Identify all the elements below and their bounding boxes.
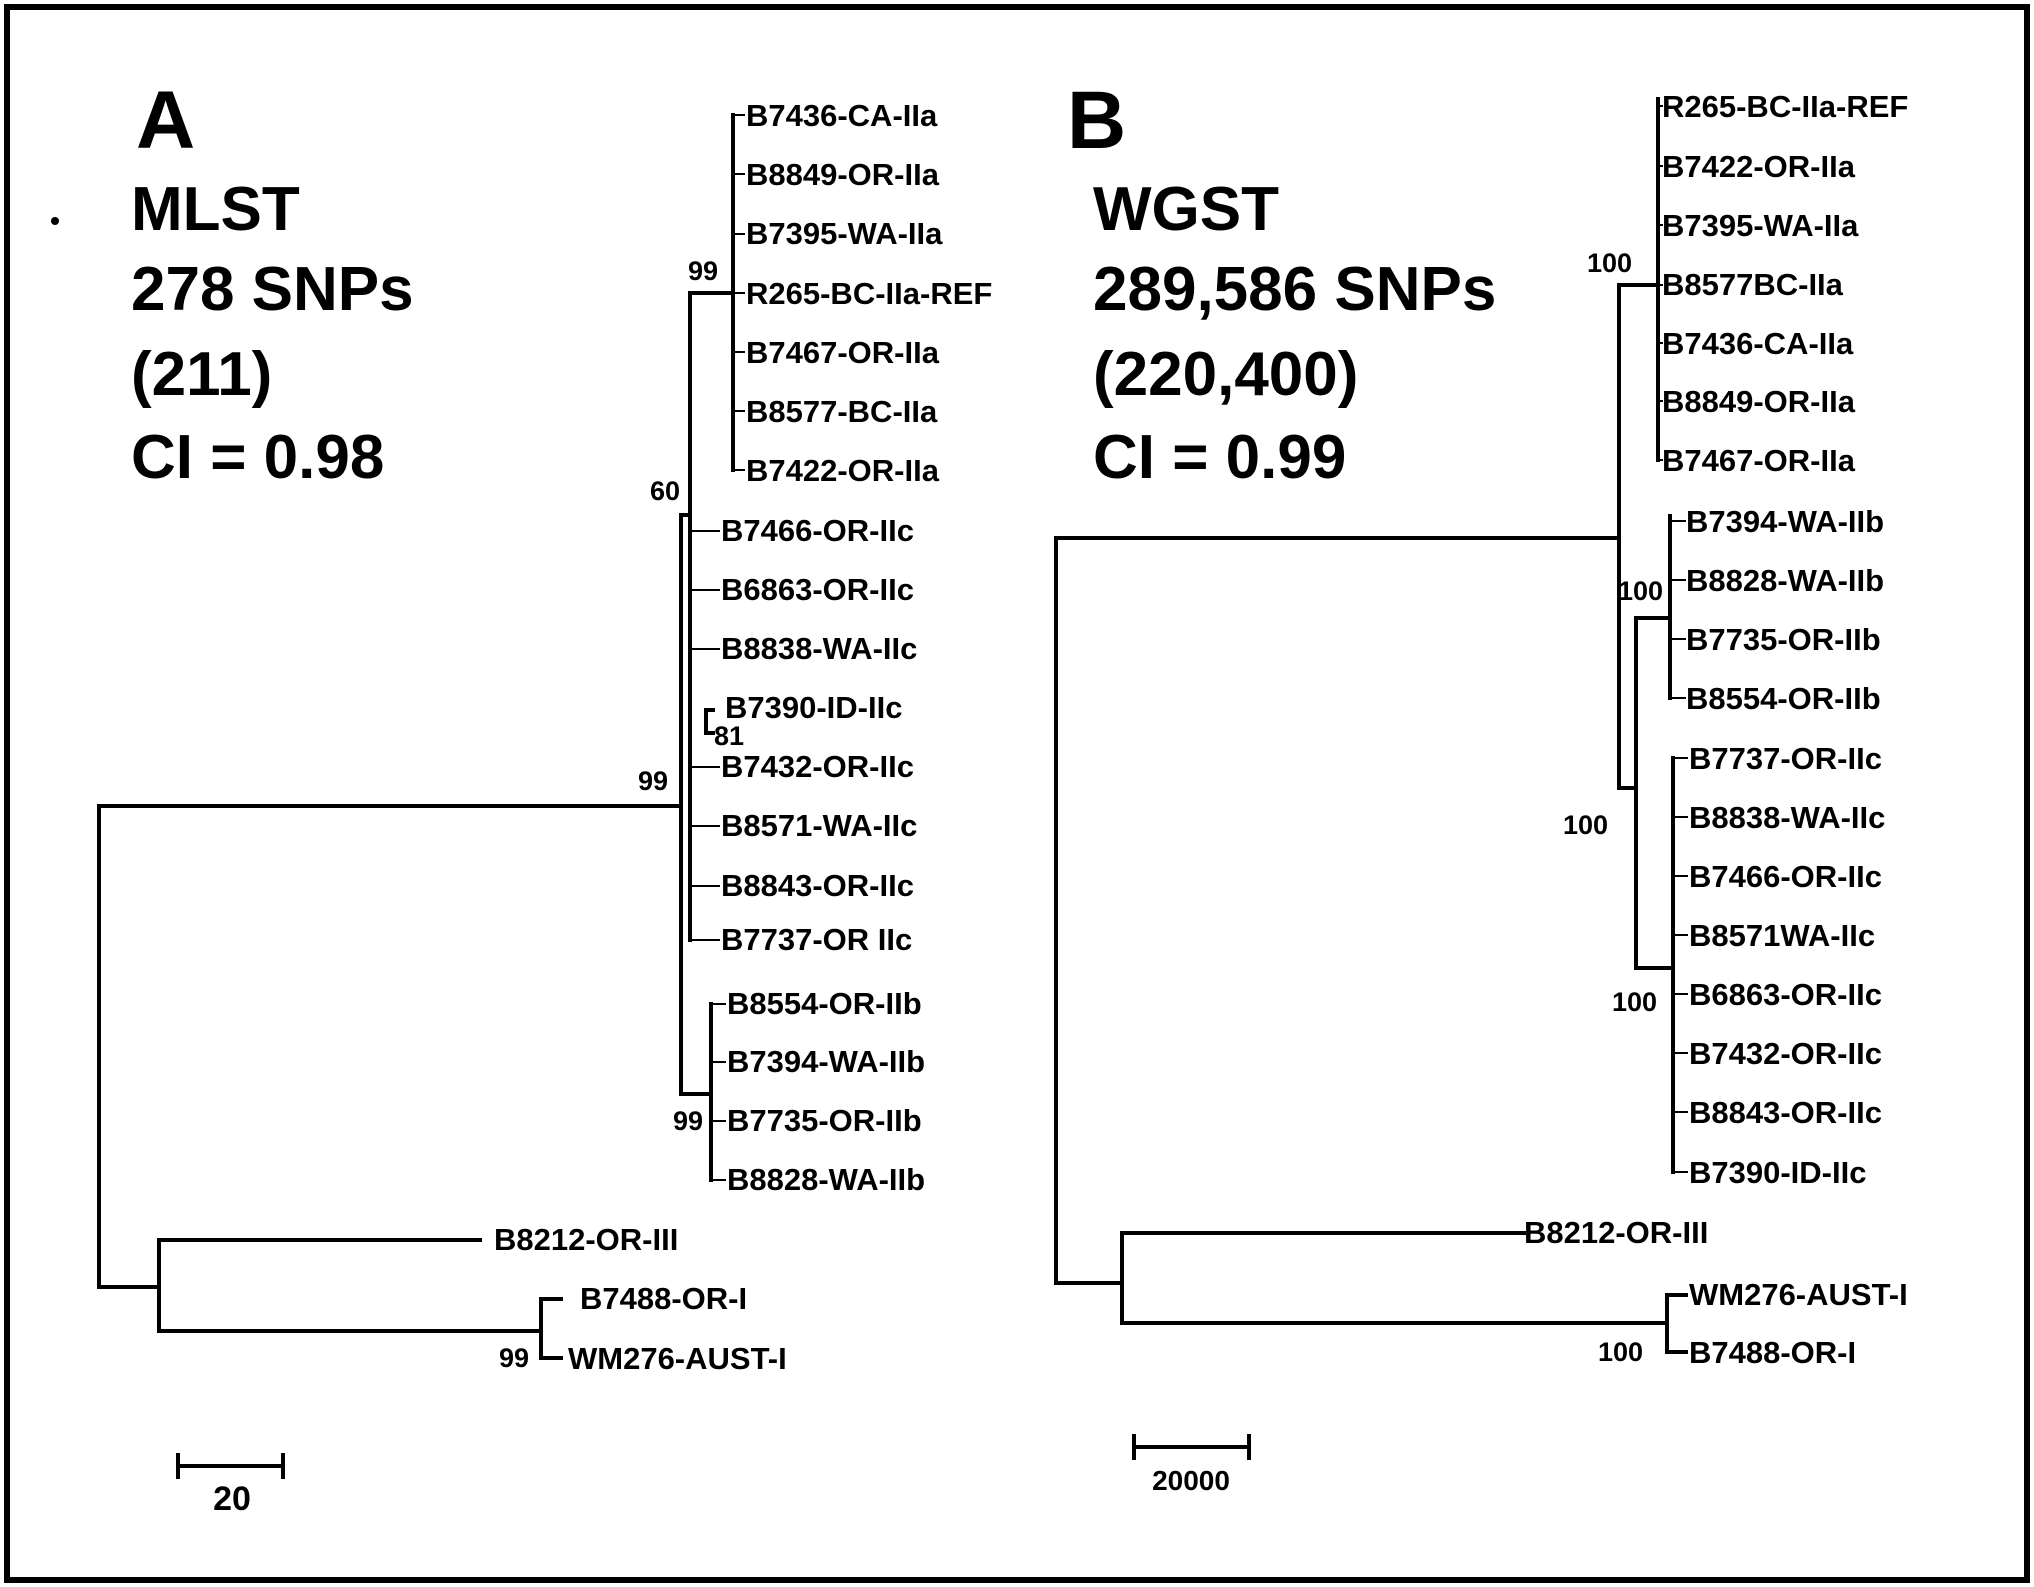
panel-b: B WGST 289,586 SNPs (220,400) CI = 0.99: [1054, 75, 1908, 1496]
leaf-label: B8828-WA-IIb: [727, 1162, 925, 1197]
leaf-label: B8571-WA-IIc: [721, 808, 917, 843]
leaf-label: B7432-OR-IIc: [1689, 1036, 1882, 1071]
scale-bar-label: 20000: [1152, 1465, 1230, 1496]
leaf-label: B8554-OR-IIb: [1686, 681, 1881, 716]
leaf-label: B7395-WA-IIa: [1662, 208, 1859, 243]
panel-a-snps: 278 SNPs: [131, 255, 414, 324]
panel-a-consistency-index: CI = 0.98: [131, 423, 384, 492]
leaf-label: B6863-OR-IIc: [721, 572, 914, 607]
bootstrap-values-b: 100 100 100 100 100: [1563, 248, 1663, 1367]
leaf-label: WM276-AUST-I: [1689, 1277, 1908, 1312]
bootstrap-values-a: 99 60 81 99 99 99: [499, 256, 744, 1373]
bootstrap-value: 100: [1587, 248, 1632, 278]
leaf-label: B7737-OR-IIc: [1689, 741, 1882, 776]
leaf-label: B7488-OR-I: [1689, 1335, 1856, 1370]
leaf-stubs-b: [1657, 105, 1688, 1173]
bootstrap-value: 81: [714, 721, 744, 751]
leaf-label: B7735-OR-IIb: [1686, 622, 1881, 657]
leaf-label: B7432-OR-IIc: [721, 749, 914, 784]
leaf-label: B6863-OR-IIc: [1689, 977, 1882, 1012]
bootstrap-value: 100: [1598, 1337, 1643, 1367]
leaf-label: B7390-ID-IIc: [725, 690, 902, 725]
leaf-label: B8838-WA-IIc: [721, 631, 917, 666]
scale-bar-label: 20: [213, 1480, 251, 1518]
leaf-label: B7394-WA-IIb: [1686, 504, 1884, 539]
leaf-label: B7467-OR-IIa: [746, 335, 940, 370]
leaf-label: B7436-CA-IIa: [746, 98, 938, 133]
leaf-labels-a: B7436-CA-IIa B8849-OR-IIa B7395-WA-IIa R…: [494, 98, 992, 1376]
leaf-label: B8838-WA-IIc: [1689, 800, 1885, 835]
bootstrap-value: 99: [688, 256, 718, 286]
leaf-label: B7488-OR-I: [580, 1281, 747, 1316]
leaf-label: B8843-OR-IIc: [721, 868, 914, 903]
leaf-label: B7395-WA-IIa: [746, 216, 943, 251]
figure-border: [4, 4, 2030, 1583]
leaf-label: B8849-OR-IIa: [1662, 384, 1856, 419]
leaf-label: B7735-OR-IIb: [727, 1103, 922, 1138]
bootstrap-value: 100: [1612, 987, 1657, 1017]
leaf-label: B8849-OR-IIa: [746, 157, 940, 192]
leaf-label: R265-BC-IIa-REF: [746, 276, 992, 311]
leaf-label: R265-BC-IIa-REF: [1662, 89, 1908, 124]
leaf-label: B7737-OR IIc: [721, 922, 912, 957]
leaf-labels-b: R265-BC-IIa-REF B7422-OR-IIa B7395-WA-II…: [1524, 89, 1908, 1370]
leaf-label: B8828-WA-IIb: [1686, 563, 1884, 598]
panel-a-letter: A: [136, 75, 195, 166]
stray-dot: [51, 217, 59, 225]
panel-a-method: MLST: [131, 175, 300, 244]
tree-b: [1054, 97, 1688, 1354]
leaf-label: B8212-OR-III: [1524, 1215, 1708, 1250]
panel-b-consistency-index: CI = 0.99: [1093, 423, 1346, 492]
scale-bar-a: 20: [176, 1453, 285, 1518]
tree-a: [97, 113, 735, 1360]
scale-bar-b: 20000: [1132, 1434, 1251, 1496]
leaf-label: B7394-WA-IIb: [727, 1044, 925, 1079]
panel-a-informative-snps: (211): [131, 340, 272, 409]
leaf-label: B7466-OR-IIc: [1689, 859, 1882, 894]
leaf-label: B8212-OR-III: [494, 1222, 678, 1257]
leaf-label: B8577-BC-IIa: [746, 394, 938, 429]
bootstrap-value: 100: [1618, 576, 1663, 606]
leaf-stubs-a: [689, 114, 745, 1181]
bootstrap-value: 99: [673, 1106, 703, 1136]
bootstrap-value: 99: [638, 766, 668, 796]
leaf-label: B8577BC-IIa: [1662, 267, 1844, 302]
panel-b-snps: 289,586 SNPs: [1093, 255, 1496, 324]
leaf-label: B7422-OR-IIa: [1662, 149, 1856, 184]
leaf-label: WM276-AUST-I: [568, 1341, 787, 1376]
leaf-label: B8843-OR-IIc: [1689, 1095, 1882, 1130]
leaf-label: B7422-OR-IIa: [746, 453, 940, 488]
panel-b-letter: B: [1067, 75, 1126, 166]
bootstrap-value: 60: [650, 476, 680, 506]
leaf-label: B7467-OR-IIa: [1662, 443, 1856, 478]
leaf-label: B8554-OR-IIb: [727, 986, 922, 1021]
bootstrap-value: 100: [1563, 810, 1608, 840]
leaf-label: B7466-OR-IIc: [721, 513, 914, 548]
bootstrap-value: 99: [499, 1343, 529, 1373]
leaf-label: B7436-CA-IIa: [1662, 326, 1854, 361]
leaf-label: B8571WA-IIc: [1689, 918, 1875, 953]
panel-b-method: WGST: [1093, 175, 1279, 244]
panel-b-informative-snps: (220,400): [1093, 340, 1358, 409]
leaf-label: B7390-ID-IIc: [1689, 1155, 1866, 1190]
panel-a: A MLST 278 SNPs (211) CI = 0.98: [97, 75, 992, 1518]
